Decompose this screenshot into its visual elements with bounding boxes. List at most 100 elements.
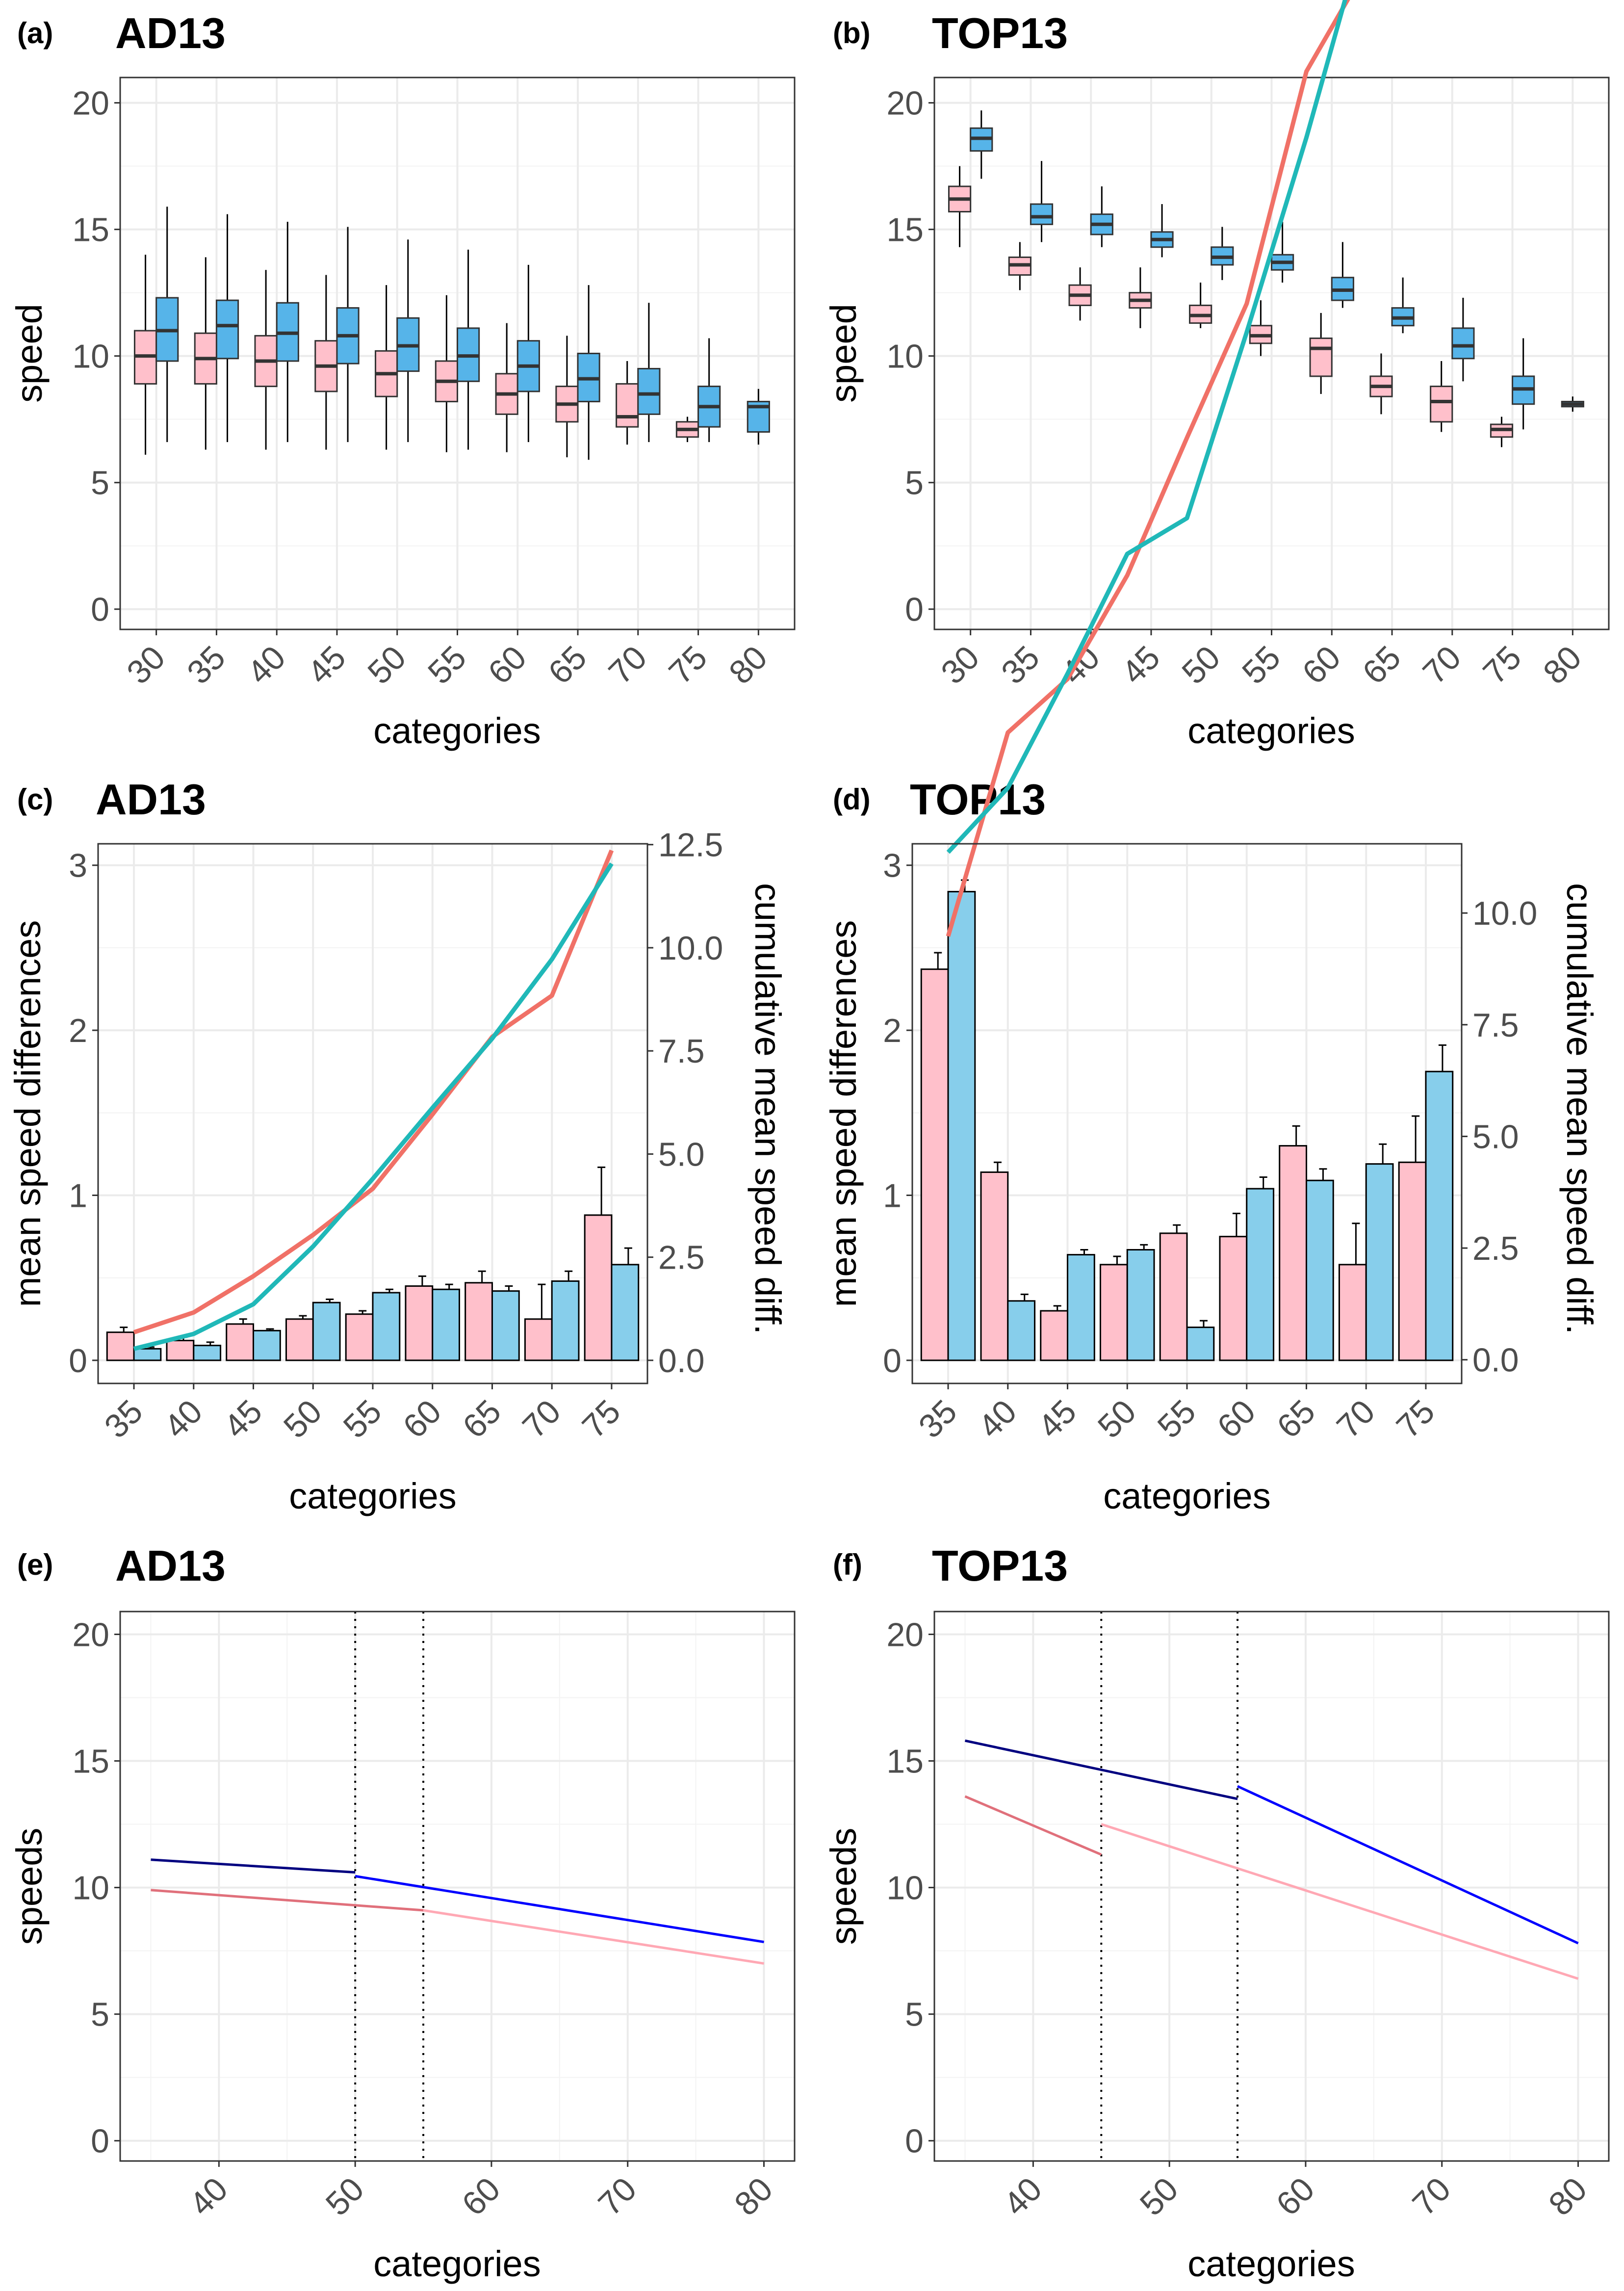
box-group2 xyxy=(1030,161,1054,242)
y-tick-label: 1 xyxy=(69,1177,87,1215)
bar-group1 xyxy=(166,1340,195,1361)
bar-group1 xyxy=(345,1313,374,1361)
panel-title: AD13 xyxy=(96,775,206,824)
panel-title: TOP13 xyxy=(932,1541,1068,1590)
box-group2 xyxy=(577,285,600,460)
y2-tick-label: 2.5 xyxy=(1472,1230,1519,1267)
grid xyxy=(120,1612,795,2161)
y2-tick-label: 10.0 xyxy=(658,930,723,967)
box-group1 xyxy=(1430,361,1453,432)
y-tick-label: 10 xyxy=(72,1870,109,1907)
bar-group2 xyxy=(253,1329,281,1361)
y2-tick-label: 5.0 xyxy=(658,1136,705,1173)
bar-group2 xyxy=(491,1290,520,1361)
box-body xyxy=(637,367,661,415)
bar-group1 xyxy=(1099,1264,1128,1361)
box-group1 xyxy=(1309,312,1333,394)
box-group2 xyxy=(1150,204,1174,258)
regression-segment xyxy=(1237,1785,1579,1945)
box-group1 xyxy=(948,166,972,247)
box-group2 xyxy=(1391,277,1415,334)
bar-group2 xyxy=(372,1292,401,1361)
y-tick-label: 3 xyxy=(883,847,902,885)
bar-group1 xyxy=(226,1323,255,1361)
y2-tick-label: 0.0 xyxy=(658,1342,705,1380)
bar-group1 xyxy=(1338,1264,1367,1361)
y-tick-label: 15 xyxy=(72,1743,109,1780)
box-group2 xyxy=(1271,222,1294,283)
bar-group2 xyxy=(611,1264,640,1361)
box-group2 xyxy=(1451,297,1475,382)
box-body xyxy=(1030,203,1054,225)
bar-group1 xyxy=(584,1214,613,1361)
y-tick-label: 10 xyxy=(886,1870,924,1907)
box-group2 xyxy=(516,264,540,443)
box-group2 xyxy=(1211,227,1234,280)
bar-group1 xyxy=(285,1318,314,1361)
y-tick-label: 1 xyxy=(883,1177,902,1215)
plot-marks xyxy=(948,110,1584,447)
bar-group1 xyxy=(106,1331,135,1361)
y-tick-label: 5 xyxy=(91,465,109,502)
y-axis-title: speed xyxy=(823,304,864,403)
y-tick-label: 10 xyxy=(72,338,109,375)
regression-segment xyxy=(151,1858,356,1874)
plot-marks xyxy=(920,0,1454,1361)
panel-title: TOP13 xyxy=(910,775,1046,824)
box-body xyxy=(215,299,239,360)
bar-group1 xyxy=(1279,1145,1307,1361)
y-tick-label: 0 xyxy=(91,591,109,628)
box-group1 xyxy=(314,275,338,450)
box-group2 xyxy=(276,222,299,443)
y-axis-title: speed xyxy=(9,304,50,403)
bar-group1 xyxy=(1219,1236,1248,1361)
box-group2 xyxy=(215,214,239,443)
panel-border xyxy=(119,1611,796,2162)
y2-tick-label: 7.5 xyxy=(1472,1007,1519,1044)
y-tick-label: 20 xyxy=(72,85,109,122)
bar-group1 xyxy=(524,1318,553,1361)
y-tick-label: 15 xyxy=(886,1743,924,1780)
plot-marks xyxy=(133,207,770,460)
box-group2 xyxy=(155,207,179,443)
bar-group2 xyxy=(1186,1327,1215,1361)
panel-letter: (b) xyxy=(833,17,871,50)
box-group2 xyxy=(1331,242,1354,308)
bar-group2 xyxy=(1007,1300,1036,1361)
y-tick-label: 0 xyxy=(905,591,924,628)
box-group1 xyxy=(1490,417,1514,447)
box-group2 xyxy=(1561,396,1584,412)
y-tick-label: 15 xyxy=(72,211,109,249)
bar-group1 xyxy=(920,968,949,1361)
x-axis-title: categories xyxy=(373,710,541,751)
plot-marks xyxy=(106,849,640,1361)
cumulative-line-group2 xyxy=(946,0,1347,854)
bar-group2 xyxy=(1126,1249,1155,1361)
box-group2 xyxy=(970,110,993,179)
bar-group2 xyxy=(1365,1163,1394,1361)
regression-segment xyxy=(1101,1823,1579,1980)
bar-group1 xyxy=(1159,1232,1188,1361)
box-group2 xyxy=(1090,186,1113,247)
panel-letter: (f) xyxy=(833,1548,862,1581)
regression-segment xyxy=(964,1795,1102,1856)
box-group1 xyxy=(1189,283,1212,328)
bar-group1 xyxy=(1398,1161,1427,1361)
y-tick-label: 20 xyxy=(886,85,924,122)
bar-group1 xyxy=(464,1282,493,1361)
panel-letter: (a) xyxy=(17,17,53,50)
box-body xyxy=(616,383,639,428)
bar-group2 xyxy=(193,1345,222,1361)
panel-letter: (d) xyxy=(833,783,871,816)
x-axis-title: categories xyxy=(1187,2243,1355,2284)
box-group1 xyxy=(133,255,157,455)
box-group2 xyxy=(396,239,420,443)
panel-title: AD13 xyxy=(115,1541,226,1590)
bar-group2 xyxy=(1246,1188,1275,1361)
plot-marks xyxy=(964,1612,1579,2161)
x-axis-title: categories xyxy=(373,2243,541,2284)
y-tick-label: 2 xyxy=(69,1012,87,1049)
box-group2 xyxy=(747,389,770,445)
y-tick-label: 20 xyxy=(72,1616,109,1653)
